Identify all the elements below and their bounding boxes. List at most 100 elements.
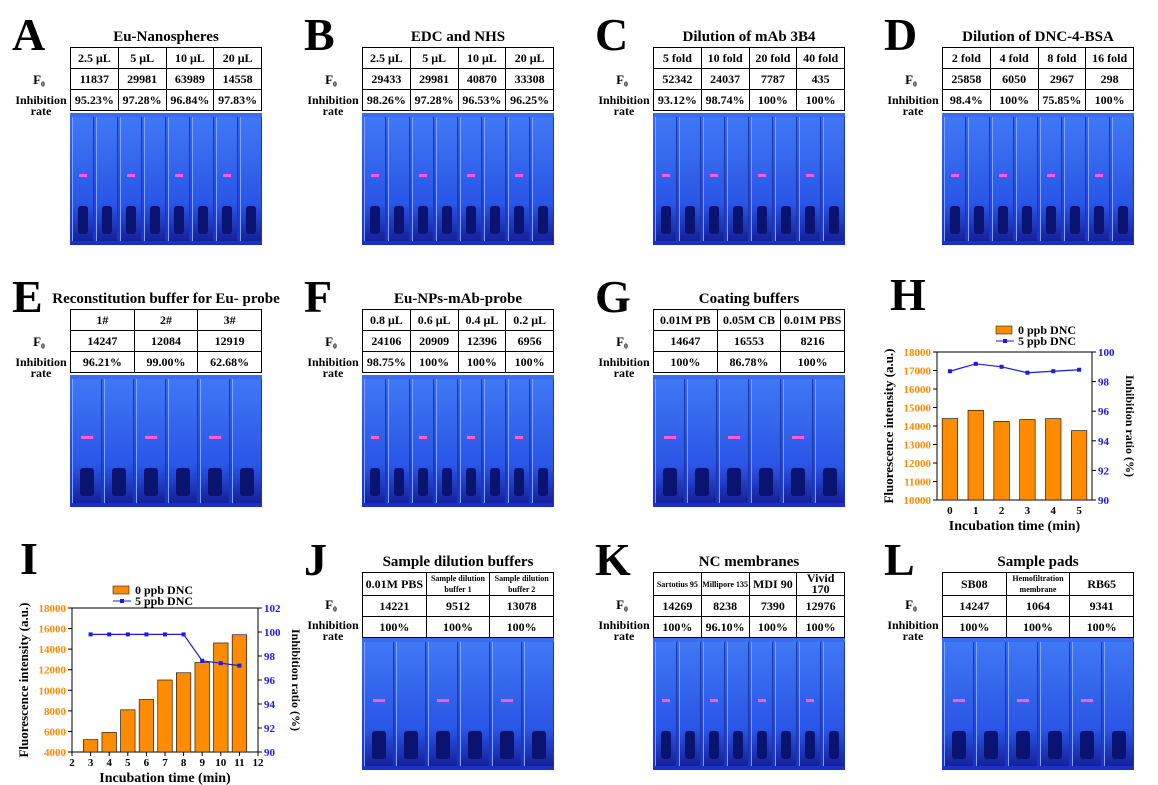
data-table: 0.01M PBS Sample dilution buffer 1 Sample … [362, 572, 554, 638]
panel-letter: I [20, 533, 38, 584]
data-table: 2 fold 4 fold 8 fold 16 fold 25858 6050 2967 29… [942, 47, 1134, 111]
bar [101, 732, 117, 753]
panel-title: Sample dilution buffers [382, 554, 534, 570]
test-strip [815, 379, 845, 503]
strip-line [999, 174, 1007, 178]
strip-line [467, 174, 475, 178]
table-row: 93.12% 98.74% 100% 100% [653, 89, 845, 111]
line-marker [947, 369, 952, 374]
panel-title: NC membranes [698, 554, 800, 570]
x-tick-label: 10 [215, 757, 227, 769]
table-cell: 7787 [748, 68, 798, 90]
strip-window [208, 468, 222, 496]
table-row: SB08 Hemofiltration membrane RB65 [942, 572, 1134, 596]
test-strip [703, 117, 725, 241]
legend-label: 5 ppb DNC [1018, 334, 1076, 348]
strip-window [532, 731, 546, 759]
y2-axis-label: Inhibition ratio (%) [1123, 375, 1137, 477]
test-strip [944, 117, 966, 241]
table-cell: 2.5 μL [362, 47, 411, 69]
table-cell: 100% [409, 351, 459, 373]
table-cell: 100% [505, 351, 554, 373]
strip-image [653, 375, 845, 507]
table-cell: 100% [362, 616, 427, 638]
test-strip [492, 642, 522, 766]
strip-line [79, 174, 87, 178]
y2-tick-label: 98 [264, 651, 276, 663]
line-marker [181, 632, 186, 637]
bar [941, 418, 958, 501]
y2-tick-label: 100 [1098, 347, 1115, 359]
strip-window [727, 468, 741, 496]
strip-window [974, 206, 984, 234]
table-cell: 9341 [1069, 595, 1134, 617]
test-strip [428, 642, 458, 766]
x-tick-label: 2 [69, 757, 75, 769]
table-cell: 12976 [796, 595, 845, 617]
x-tick-label: 12 [253, 757, 265, 769]
test-strip [192, 117, 214, 241]
table-cell: 96.21% [70, 351, 135, 373]
strip-window [514, 206, 524, 234]
y-tick-label: 18000 [39, 603, 67, 615]
line-marker [107, 632, 112, 637]
strip-window [436, 731, 450, 759]
strip-window [709, 206, 719, 234]
table-cell: 40870 [457, 68, 507, 90]
strip-image [70, 113, 262, 245]
test-strip [976, 642, 1006, 766]
table-cell: 96.10% [700, 616, 750, 638]
table-row: 14269 8238 7390 12976 [653, 595, 845, 617]
strip-line [728, 436, 740, 440]
test-strip [412, 117, 434, 241]
table-cell: 10 fold [700, 47, 750, 69]
table-row: 14221 9512 13078 [362, 595, 554, 617]
panel-letter: K [595, 534, 631, 585]
test-strip [1040, 642, 1070, 766]
line-marker [237, 663, 242, 668]
legend-label: 5 ppb DNC [135, 594, 193, 608]
table-row: 2.5 μL 5 μL 10 μL 20 μL [70, 47, 262, 69]
strip-line [792, 436, 804, 440]
table-row: 0.01M PB 0.05M CB 0.01M PBS [653, 309, 845, 331]
table-cell: 99.00% [133, 351, 199, 373]
strip-window [466, 206, 476, 234]
test-strip [1040, 117, 1062, 241]
strip-window [538, 206, 548, 234]
strip-window [805, 206, 815, 234]
table-row: 95.23% 97.28% 96.84% 97.83% [70, 89, 262, 111]
table-cell: 12084 [133, 330, 199, 352]
strip-image [362, 638, 554, 770]
row-label: Inhibition rate [887, 93, 939, 118]
test-strip [240, 117, 262, 241]
panel-letter: A [12, 9, 46, 60]
row-label: Inhibition rate [887, 618, 939, 643]
y-tick-label: 13000 [904, 440, 932, 452]
panel-title: EDC and NHS [410, 29, 506, 45]
row-label: Inhibition rate [598, 93, 650, 118]
test-strip [655, 379, 685, 503]
strip-window [759, 468, 773, 496]
test-strip [944, 642, 974, 766]
strip-window [112, 468, 126, 496]
data-table: 0.01M PB 0.05M CB 0.01M PBS 14647 16553 8216 1… [653, 309, 845, 373]
strip-line [467, 436, 475, 440]
table-cell: 20 μL [505, 47, 554, 69]
bar [120, 709, 136, 753]
strip-line [710, 699, 718, 703]
table-cell: 2# [133, 309, 199, 331]
table-cell: 96.25% [505, 89, 554, 111]
line-marker [163, 632, 167, 637]
line-marker [1051, 369, 1056, 374]
bar [83, 739, 99, 753]
strip-window [1016, 731, 1030, 759]
y2-tick-label: 98 [1098, 377, 1110, 389]
panel-letter: G [595, 271, 631, 322]
table-cell: 100% [1005, 616, 1071, 638]
row-label: F₀ [33, 334, 45, 349]
strip-line [209, 436, 221, 440]
legend-marker [1003, 339, 1007, 343]
test-strip [96, 117, 118, 241]
strip-window [950, 206, 960, 234]
table-cell: 0.01M PBS [780, 309, 845, 331]
